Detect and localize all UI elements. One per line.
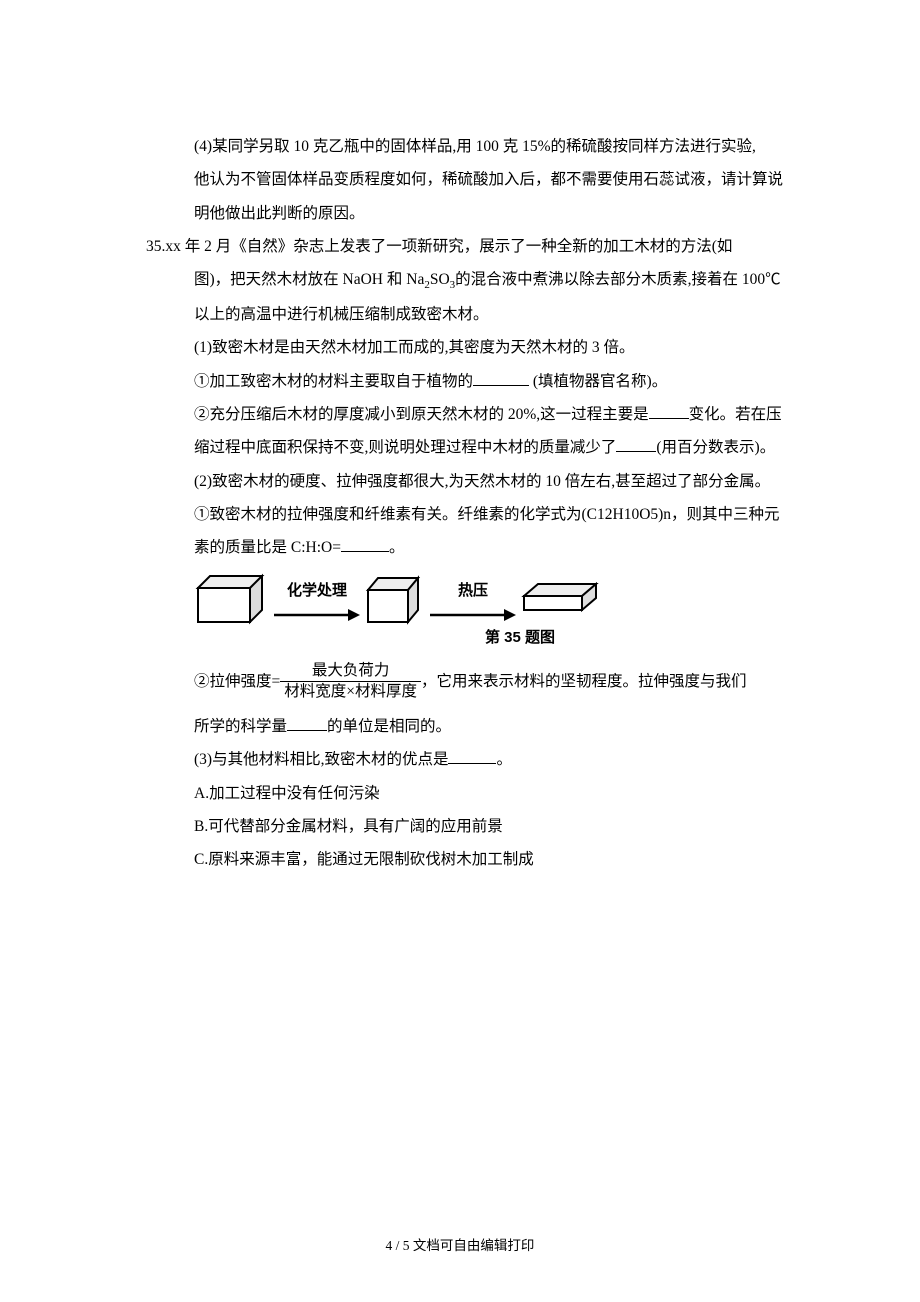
box-mid	[364, 570, 426, 626]
q35-p1-2-l1: ②充分压缩后木材的厚度减小到原天然木材的 20%,这一过程主要是 变化。若在压	[130, 398, 790, 431]
option-b: B.可代替部分金属材料，具有广阔的应用前景	[130, 810, 790, 843]
q35-p1-1: ①加工致密木材的材料主要取自于植物的 (填植物器官名称)。	[130, 365, 790, 398]
page-content: (4)某同学另取 10 克乙瓶中的固体样品,用 100 克 15%的稀硫酸按同样…	[0, 0, 920, 877]
q35-p3-after: 。	[496, 751, 512, 768]
blank-organ	[473, 369, 529, 386]
q35-head-line3: 以上的高温中进行机械压缩制成致密木材。	[130, 298, 790, 331]
q35-p3-pre: (3)与其他材料相比,致密木材的优点是	[194, 751, 448, 768]
q34-part4-line1: (4)某同学另取 10 克乙瓶中的固体样品,用 100 克 15%的稀硫酸按同样…	[130, 130, 790, 163]
q35-p1: (1)致密木材是由天然木材加工而成的,其密度为天然木材的 3 倍。	[130, 331, 790, 364]
arrow2-icon	[430, 608, 516, 622]
blank-change	[649, 402, 689, 419]
q35-p1-2-l2-after: (用百分数表示)。	[656, 439, 775, 456]
q35-p1-2-l2-pre: 缩过程中底面积保持不变,则说明处理过程中木材的质量减少了	[194, 439, 616, 456]
fraction-den: 材料宽度×材料厚度	[280, 681, 421, 702]
q35-p2-2-l2: 所学的科学量 的单位是相同的。	[130, 710, 790, 743]
q35-p2-l1: (2)致密木材的硬度、拉伸强度都很大,为天然木材的 10 倍左右,甚至超过了部分…	[130, 465, 790, 498]
q35-head-l2-a: 图)，把天然木材放在 NaOH 和 Na	[194, 271, 424, 288]
q35-p2-2-after: ，它用来表示材料的坚韧程度。拉伸强度与我们	[421, 665, 747, 698]
q35-p2-1-l2-after: 。	[389, 539, 405, 556]
arrow1-label: 化学处理	[287, 575, 347, 607]
blank-advantage	[448, 748, 496, 765]
option-a: A.加工过程中没有任何污染	[130, 777, 790, 810]
page-footer: 4 / 5 文档可自由编辑打印	[0, 1234, 920, 1254]
tensile-fraction: 最大负荷力 材料宽度×材料厚度	[280, 661, 421, 702]
q35-p2-2-l2-pre: 所学的科学量	[194, 718, 287, 735]
q35-p1-2-l2: 缩过程中底面积保持不变,则说明处理过程中木材的质量减少了 (用百分数表示)。	[130, 431, 790, 464]
q35-p2-1-l2: 素的质量比是 C:H:O= 。	[130, 531, 790, 564]
fraction-num: 最大负荷力	[308, 661, 394, 681]
q35-head-l2-after: 的混合液中煮沸以除去部分木质素,接着在 100℃	[455, 271, 781, 288]
box-right	[520, 580, 602, 616]
arrow2-group: 热压	[430, 575, 516, 621]
q35-p1-1-after: (填植物器官名称)。	[529, 373, 667, 390]
q35-p2-2-l2-after: 的单位是相同的。	[327, 718, 451, 735]
q35-p2-2-pre: ②拉伸强度=	[194, 665, 280, 698]
q35-p2-2-l1: ②拉伸强度= 最大负荷力 材料宽度×材料厚度 ，它用来表示材料的坚韧程度。拉伸强…	[130, 661, 790, 702]
q35-head-line2: 图)，把天然木材放在 NaOH 和 Na2SO3的混合液中煮沸以除去部分木质素,…	[130, 263, 790, 298]
q35-head-line1: 35.xx 年 2 月《自然》杂志上发表了一项新研究，展示了一种全新的加工木材的…	[130, 230, 790, 263]
arrow1-group: 化学处理	[274, 575, 360, 621]
q35-p3: (3)与其他材料相比,致密木材的优点是 。	[130, 743, 790, 776]
blank-percent	[616, 436, 656, 453]
option-c: C.原料来源丰富，能通过无限制砍伐树木加工制成	[130, 843, 790, 876]
q35-figure: 化学处理 热压	[130, 570, 790, 626]
q34-part4-line2: 他认为不管固体样品变质程度如何，稀硫酸加入后，都不需要使用石蕊试液，请计算说	[130, 163, 790, 196]
arrow1-icon	[274, 608, 360, 622]
q35-p1-1-pre: ①加工致密木材的材料主要取自于植物的	[194, 373, 473, 390]
q35-p1-2-l1-pre: ②充分压缩后木材的厚度减小到原天然木材的 20%,这一过程主要是	[194, 406, 649, 423]
box-mid-svg	[364, 570, 426, 626]
q35-p2-1-l1: ①致密木材的拉伸强度和纤维素有关。纤维素的化学式为(C12H10O5)n，则其中…	[130, 498, 790, 531]
q35-head-l2-mid: SO	[430, 271, 450, 288]
box-left-svg	[194, 570, 270, 626]
blank-ratio	[341, 536, 389, 553]
q34-part4-line3: 明他做出此判断的原因。	[130, 197, 790, 230]
blank-quantity	[287, 715, 327, 732]
q35-p1-2-l1-after: 变化。若在压	[689, 406, 782, 423]
q35-p2-1-l2-pre: 素的质量比是 C:H:O=	[194, 539, 341, 556]
box-right-svg	[520, 580, 602, 616]
figure-caption: 第 35 题图	[130, 622, 790, 654]
arrow2-label: 热压	[458, 575, 488, 607]
box-left	[194, 570, 270, 626]
